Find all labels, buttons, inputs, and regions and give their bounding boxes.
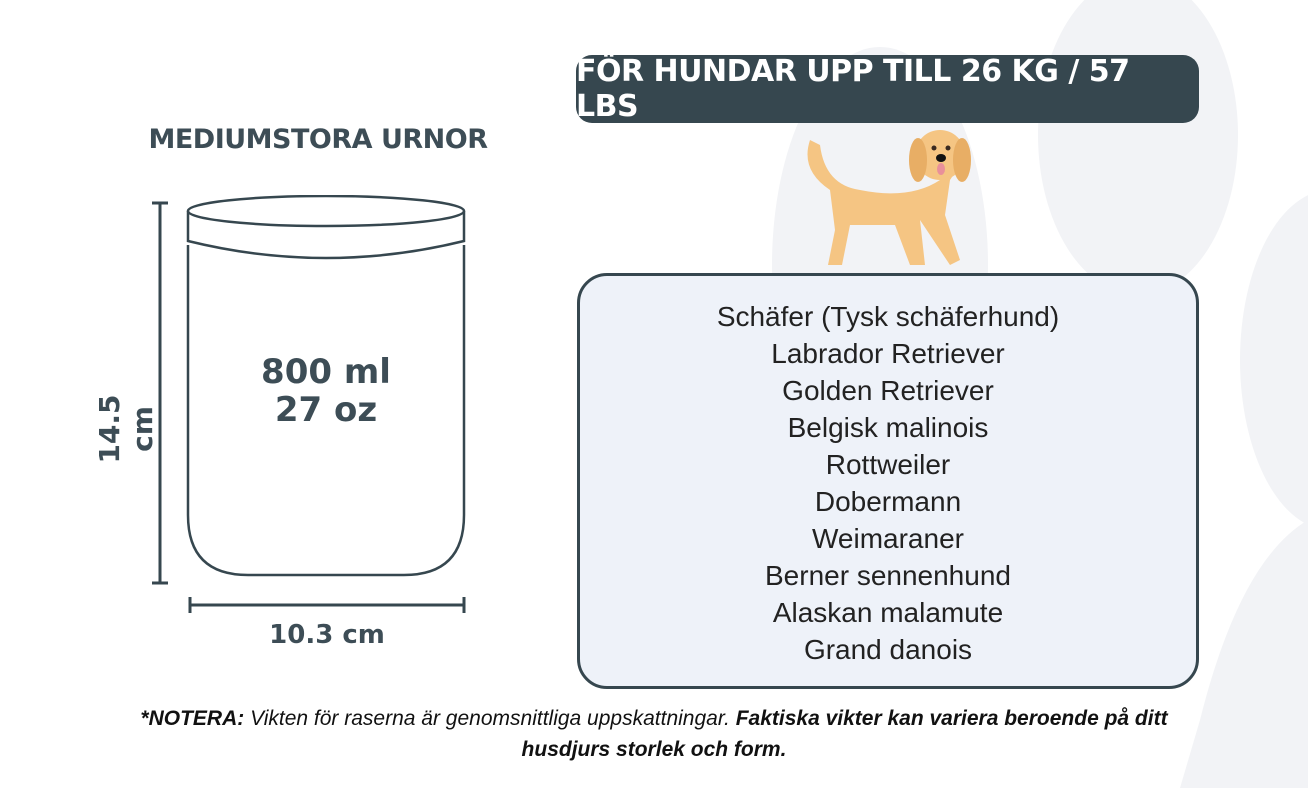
height-label: 14.5 cm: [93, 394, 159, 464]
breed-item: Grand danois: [803, 634, 973, 665]
breed-item: Schäfer (Tysk schäferhund): [716, 301, 1060, 332]
breed-list: Schäfer (Tysk schäferhund) Labrador Retr…: [580, 276, 1196, 668]
urn-diagram: [152, 195, 466, 613]
breed-item: Weimaraner: [812, 523, 964, 554]
breed-item: Labrador Retriever: [771, 338, 1005, 369]
disclaimer-note: *NOTERA: Vikten för raserna är genomsnit…: [100, 703, 1208, 765]
breed-item: Golden Retriever: [782, 375, 994, 406]
volume-oz: 27 oz: [274, 390, 378, 430]
weight-limit-banner: FÖR HUNDAR UPP TILL 26 KG / 57 LBS: [576, 54, 1199, 124]
dog-illustration: [807, 130, 971, 265]
volume-label: 800 ml 27 oz: [188, 353, 464, 429]
breed-item: Dobermann: [814, 486, 962, 517]
volume-ml: 800 ml: [261, 352, 391, 392]
width-label: 10.3 cm: [269, 620, 385, 650]
breed-item: Rottweiler: [825, 449, 951, 480]
product-subtitle: MEDIUMSTORA URNOR: [148, 124, 488, 155]
note-text: Vikten för raserna är genomsnittliga upp…: [244, 707, 736, 730]
breed-item: Belgisk malinois: [787, 412, 989, 443]
note-bold-text: Faktiska vikter kan variera beroende på …: [521, 707, 1168, 761]
breed-item: Berner sennenhund: [765, 560, 1011, 591]
breed-item: Alaskan malamute: [772, 597, 1004, 628]
note-label: *NOTERA:: [140, 707, 245, 730]
breed-list-box: Schäfer (Tysk schäferhund) Labrador Retr…: [577, 273, 1199, 689]
